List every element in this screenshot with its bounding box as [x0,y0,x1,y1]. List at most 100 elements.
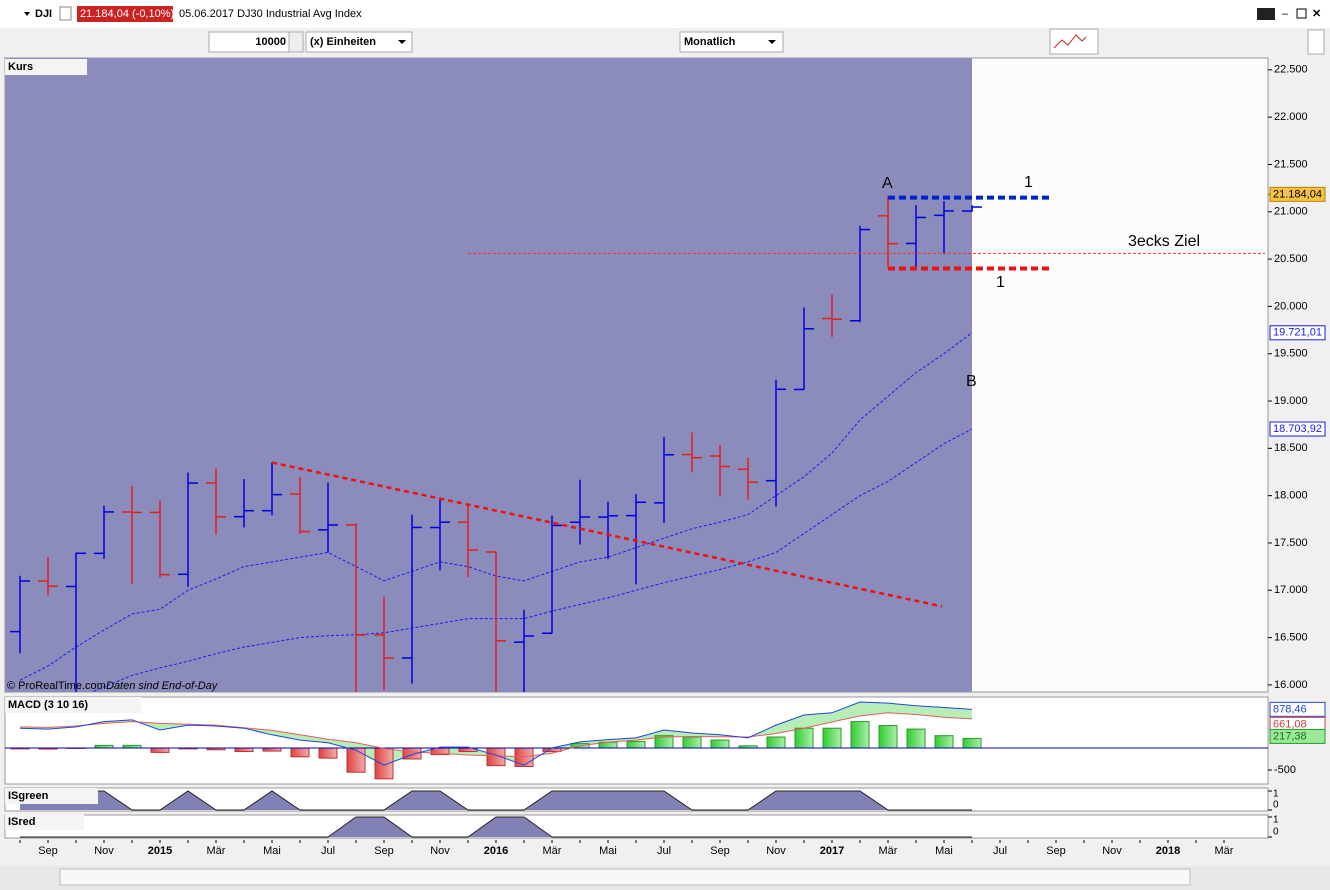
ma-label: 19.721,01 [1273,327,1322,339]
x-tick-label: Jul [657,845,671,857]
units-select[interactable] [305,31,413,53]
x-tick-label: Mär [1215,845,1234,857]
credit-note: Daten sind End-of-Day [106,680,219,692]
histogram-bar [766,736,786,749]
x-tick-label: Sep [374,845,394,857]
info-icon[interactable] [59,6,72,21]
dropdown-icon [768,40,776,44]
histogram-label: 217,38 [1273,730,1307,742]
panel-title-box [5,59,87,75]
histogram-bar [934,735,954,749]
indicator-button[interactable] [1049,28,1099,55]
y-tick-label: 18.500 [1274,442,1308,454]
price-plot [10,195,1265,692]
annotation: 1 [1024,174,1033,191]
dropdown-icon [398,40,406,44]
x-tick-label: Jul [321,845,335,857]
annotation: 1 [996,274,1005,291]
annotation: A [882,175,893,192]
x-tick-label: Jul [993,845,1007,857]
x-tick-label: Nov [766,845,786,857]
x-tick-label: Nov [1102,845,1122,857]
units-value: 10000 [255,36,286,48]
scrollbar[interactable] [59,868,1191,886]
units-label: (x) Einheiten [310,36,376,48]
y-tick-label: 19.000 [1274,395,1308,407]
y-tick-label: 20.500 [1274,253,1308,265]
macd-fill [20,702,972,766]
histogram-bar [374,747,394,780]
ma-label: 18.703,92 [1273,423,1322,435]
signal-line [19,712,973,758]
keyboard-icon[interactable] [1257,8,1275,20]
y-tick-label: 17.000 [1274,584,1308,596]
panel-title-box [5,788,98,804]
indicator-area [20,817,972,837]
toolbar [0,28,1330,56]
panel-title: ISgreen [8,790,49,802]
ma-label-box [1269,325,1326,341]
y-tick-label: 22.500 [1274,64,1308,76]
y-tick-label: 0 [1273,827,1279,838]
indicator-icon [1053,34,1087,49]
indicator-area [20,791,972,810]
annotation: B [966,373,977,390]
histogram-bar [150,747,170,753]
price-label-mark [1268,193,1270,196]
maximize[interactable] [1296,8,1307,19]
macd-line [19,701,973,766]
y-tick-label: -500 [1274,764,1296,776]
panel-title-box [5,697,141,713]
panel-title: MACD (3 10 16) [8,699,88,711]
histogram-bar [234,747,254,753]
histogram-bar [626,740,646,749]
spinner[interactable] [288,31,304,53]
last-price-box [77,6,173,22]
histogram-bar [962,737,982,749]
histogram-label-box [1269,728,1326,744]
y-tick-label: 16.500 [1274,631,1308,643]
dropdown-icon[interactable] [24,12,30,16]
histogram-bar [822,727,842,749]
close[interactable]: ✕ [1312,8,1321,20]
last-price: 21.184,04 (-0,10%) [80,8,174,20]
x-tick-label: Nov [430,845,450,857]
period: Monatlich [684,36,736,48]
moving-average [19,332,973,681]
y-tick-label: 1 [1273,815,1279,826]
title-bar [0,0,1330,28]
y-tick-label: 21.500 [1274,158,1308,170]
x-tick-label: Sep [1046,845,1066,857]
histogram-bar [794,727,814,749]
ma-label-box [1269,421,1326,437]
history-shade [5,58,972,692]
histogram-bar [850,721,870,749]
x-tick-label: 2015 [148,845,172,857]
panel-title: ISred [8,816,36,828]
x-tick-label: 2016 [484,845,508,857]
annotation: 3ecks Ziel [1128,233,1200,250]
x-tick-label: Mär [207,845,226,857]
y-tick-label: 20.000 [1274,300,1308,312]
y-tick-label: 16.000 [1274,679,1308,691]
symbol[interactable]: DJI [35,8,52,20]
minimize[interactable]: – [1282,8,1289,20]
x-tick-label: 2018 [1156,845,1180,857]
period-select[interactable] [679,31,784,53]
y-tick-label: 1 [1273,789,1279,800]
panel-title: Kurs [8,61,33,73]
y-tick-label: 0 [1273,800,1279,811]
description: 05.06.2017 DJ30 Industrial Avg Index [179,8,362,20]
y-tick-label: 22.000 [1274,111,1308,123]
signal-label: 661,08 [1273,718,1307,730]
x-tick-label: Sep [38,845,58,857]
indicator-line [20,816,972,838]
side-button[interactable] [1307,29,1325,55]
y-tick-label: 18.000 [1274,490,1308,502]
indicator-line [20,790,972,811]
macd-label-box [1269,701,1326,717]
isred-panel [4,814,1269,839]
x-tick-label: Mär [879,845,898,857]
histogram-bar [290,747,310,758]
